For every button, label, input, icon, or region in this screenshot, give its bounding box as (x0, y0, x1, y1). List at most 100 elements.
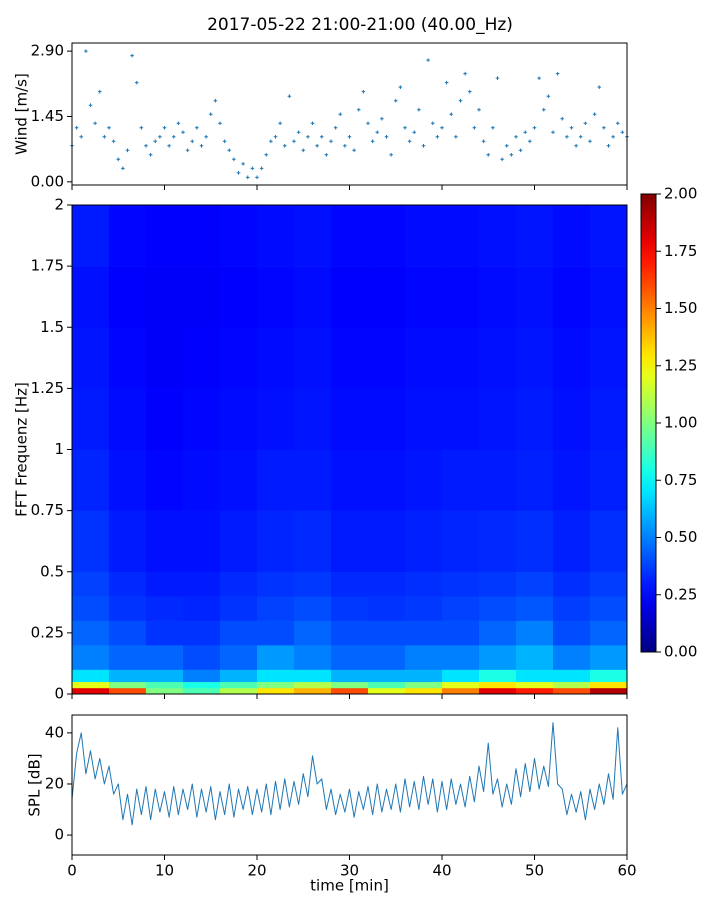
heatmap-cell (220, 327, 258, 389)
wind-point (107, 125, 111, 130)
heatmap-cell (146, 669, 184, 683)
colorbar-tick-label: 1.25 (664, 356, 697, 374)
heatmap-cell (109, 669, 147, 683)
axes-frame (71, 42, 628, 186)
heatmap-cell (109, 205, 147, 267)
heatmap-cell (257, 687, 295, 695)
wind-point (116, 157, 121, 162)
heatmap-cell (72, 510, 110, 573)
heatmap-cell (220, 645, 258, 670)
wind-point (148, 152, 153, 157)
wind-point (551, 130, 555, 135)
wind-point (255, 175, 259, 180)
x-axis-label: time [min] (310, 877, 389, 895)
heatmap-cell (294, 205, 332, 267)
wind-point (181, 130, 185, 135)
heatmap-cell (405, 620, 443, 646)
heatmap-cell (183, 669, 221, 683)
heatmap-cell (516, 596, 554, 621)
heatmap-cell (442, 205, 480, 267)
heatmap-cell (442, 596, 480, 621)
heatmap-cell (368, 645, 406, 670)
wind-point (384, 134, 389, 139)
heatmap-cell (331, 510, 369, 573)
heatmap-cell (516, 510, 554, 573)
heatmap-cell (442, 388, 480, 450)
heatmap-cell (257, 681, 295, 689)
wind-point (352, 148, 356, 153)
heatmap-cell (72, 205, 110, 267)
heatmap-cell (183, 681, 221, 689)
heatmap-cell (553, 596, 591, 621)
axes-frame (71, 714, 628, 856)
wind-point (139, 125, 144, 130)
wind-point (426, 58, 430, 62)
heatmap-cell (183, 388, 221, 450)
heatmap-cell (72, 388, 110, 450)
heatmap-cell (516, 388, 554, 450)
wind-point (190, 139, 195, 144)
heatmap-cell (590, 571, 628, 597)
heatmap-cell (257, 620, 295, 646)
y-tick-label: 2.90 (31, 42, 64, 60)
heatmap-cell (257, 205, 295, 267)
heatmap-cell (368, 205, 406, 267)
wind-point (125, 148, 130, 153)
wind-point (208, 112, 213, 117)
heatmap-cell (183, 596, 221, 621)
heatmap-cell (146, 645, 184, 670)
wind-point (97, 89, 102, 94)
heatmap-cell (553, 620, 591, 646)
wind-point (620, 130, 625, 135)
wind-point (412, 130, 417, 135)
heatmap-cell (553, 645, 591, 670)
heatmap-cell (331, 620, 369, 646)
wind-point (440, 125, 444, 130)
heatmap-cell (590, 669, 628, 683)
heatmap-cell (220, 266, 258, 328)
heatmap-cell (590, 266, 628, 328)
wind-point (222, 139, 227, 144)
heatmap-cell (183, 510, 221, 573)
heatmap-cell (516, 327, 554, 389)
x-tick-label: 20 (247, 862, 266, 880)
heatmap-cell (109, 681, 147, 689)
heatmap-cell (442, 327, 480, 389)
heatmap-cell (368, 266, 406, 328)
heatmap-cell (590, 205, 628, 267)
heatmap-cell (220, 687, 258, 695)
heatmap-cell (72, 620, 110, 646)
wind-point (569, 125, 574, 130)
wind-point (583, 121, 588, 126)
heatmap-cell (72, 327, 110, 389)
wind-point (84, 49, 88, 53)
heatmap-cell (146, 687, 184, 695)
spl-line (71, 722, 628, 826)
heatmap-cell (109, 510, 147, 573)
heatmap-cell (146, 620, 184, 646)
wind-point (366, 121, 370, 126)
heatmap-cell (553, 327, 591, 389)
heatmap-cell (479, 687, 517, 695)
heatmap-cell (146, 510, 184, 573)
wind-point (504, 143, 509, 148)
wind-point (185, 148, 190, 153)
wind-point (477, 107, 481, 112)
heatmap-cell (590, 327, 628, 389)
heatmap-cell (109, 327, 147, 389)
heatmap-cell (294, 571, 332, 597)
heatmap-cell (516, 687, 554, 695)
colorbar-tick-label: 1.50 (664, 299, 697, 317)
heatmap-cell (146, 596, 184, 621)
heatmap-cell (183, 266, 221, 328)
wind-point (430, 121, 435, 126)
wind-point (541, 107, 546, 112)
heatmap-cell (516, 620, 554, 646)
wind-point (500, 157, 504, 162)
heatmap-cell (442, 669, 480, 683)
heatmap-cell (368, 687, 406, 695)
heatmap-cell (72, 681, 110, 689)
wind-point (467, 89, 472, 94)
wind-point (454, 134, 458, 139)
